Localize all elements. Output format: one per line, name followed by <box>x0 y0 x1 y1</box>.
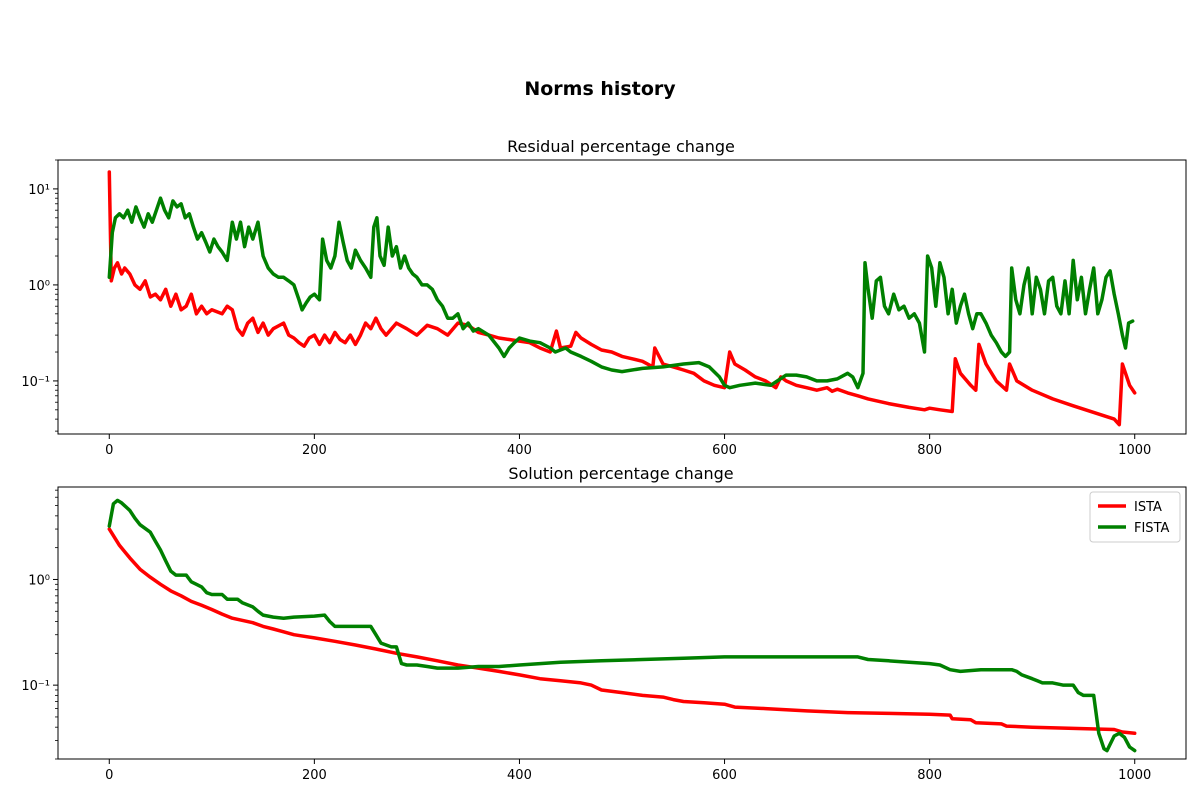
solution-axes-title: Solution percentage change <box>508 464 733 483</box>
x-tick-label: 200 <box>302 443 327 458</box>
x-tick-label: 400 <box>507 768 532 783</box>
x-tick-label: 0 <box>105 768 113 783</box>
legend-label-fista: FISTA <box>1134 521 1169 536</box>
x-tick-label: 600 <box>712 443 737 458</box>
series-line-fista <box>107 196 1135 390</box>
series-line-ista <box>107 170 1137 427</box>
residual-axes-title: Residual percentage change <box>507 137 735 156</box>
axes-frame <box>57 486 1187 760</box>
residual-axes: Residual percentage change 0 200 400 600 800… <box>21 137 1187 458</box>
legend-label-ista: ISTA <box>1134 500 1162 515</box>
x-tick-label: 1000 <box>1118 768 1151 783</box>
axes-frame <box>57 159 1187 435</box>
y-tick-label: 10¹ <box>28 183 50 198</box>
x-tick-label: 800 <box>917 768 942 783</box>
x-tick-label: 600 <box>712 768 737 783</box>
x-tick-label: 400 <box>507 443 532 458</box>
x-tick-label: 1000 <box>1118 443 1151 458</box>
series-line-ista <box>107 527 1137 736</box>
y-tick-label: 10⁻¹ <box>21 375 50 390</box>
solution-axes: Solution percentage change 0 200 400 600 800… <box>21 464 1187 783</box>
y-tick-label: 10⁰ <box>28 573 50 588</box>
y-tick-label: 10⁻¹ <box>21 679 50 694</box>
y-tick-label: 10⁰ <box>28 279 50 294</box>
series-line-fista <box>107 498 1137 753</box>
figure-title: Norms history <box>524 78 676 100</box>
x-tick-label: 0 <box>105 443 113 458</box>
x-tick-label: 800 <box>917 443 942 458</box>
x-tick-label: 200 <box>302 768 327 783</box>
